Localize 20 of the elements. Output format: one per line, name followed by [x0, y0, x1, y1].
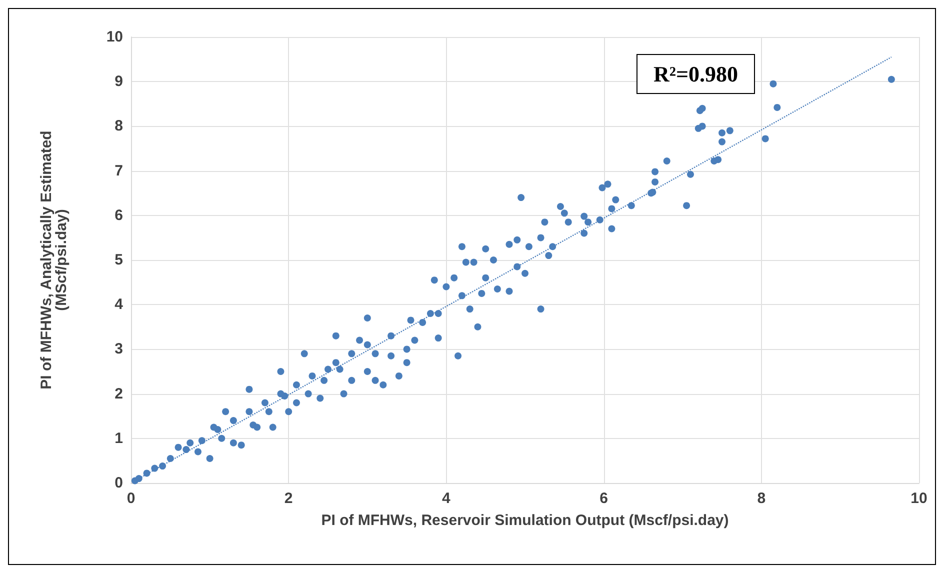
y-tick-label: 9: [114, 73, 123, 90]
x-tick-label: 6: [600, 490, 608, 507]
y-tick-label: 6: [114, 206, 123, 224]
y-tick-label: 2: [114, 385, 123, 402]
y-tick-label: 4: [114, 296, 124, 314]
y-tick-label: 5: [114, 252, 123, 268]
y-tick-label: 10: [106, 28, 123, 46]
annotation: R²=0.980: [653, 62, 738, 86]
y-tick-label: 1: [114, 430, 123, 447]
x-tick-label: 2: [284, 490, 293, 507]
x-tick-label: 10: [910, 490, 928, 507]
y-axis-title: PI of MFHWs, Analytically Estimated (MScf/psi.day): [38, 130, 70, 390]
x-tick-label: 0: [126, 490, 136, 507]
x-tick-label: 8: [757, 490, 766, 507]
y-tick-label: 8: [114, 118, 123, 135]
x-tick-label: 4: [442, 490, 452, 507]
y-tick-label: 7: [114, 162, 123, 180]
x-axis-title: PI of MFHWs, Reservoir Simulation Output (Mscf/psi.day): [321, 512, 729, 529]
y-tick-label: 3: [114, 340, 123, 358]
y-tick-label: 0: [114, 474, 123, 492]
